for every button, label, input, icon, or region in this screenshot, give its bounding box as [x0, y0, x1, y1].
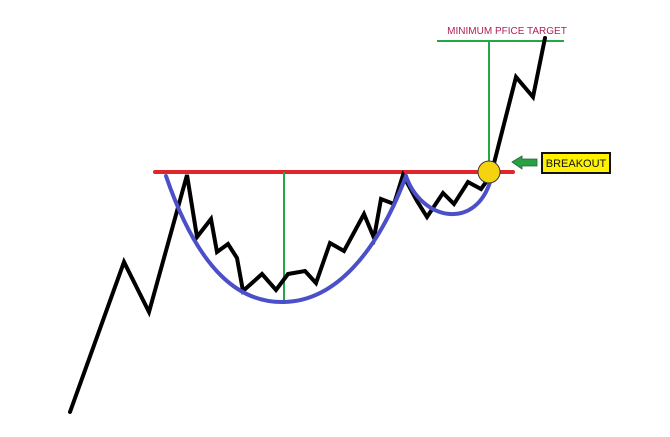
breakout-marker — [477, 160, 501, 184]
cup-curve — [164, 174, 408, 305]
left-arrow-icon — [511, 155, 538, 170]
price-action-line — [68, 36, 547, 414]
handle-curve — [404, 174, 493, 217]
breakout-box — [541, 152, 611, 174]
price-target-label: MINIMUM PFICE TARGET — [447, 26, 567, 37]
breakout-label: BREAKOUT — [546, 158, 607, 170]
